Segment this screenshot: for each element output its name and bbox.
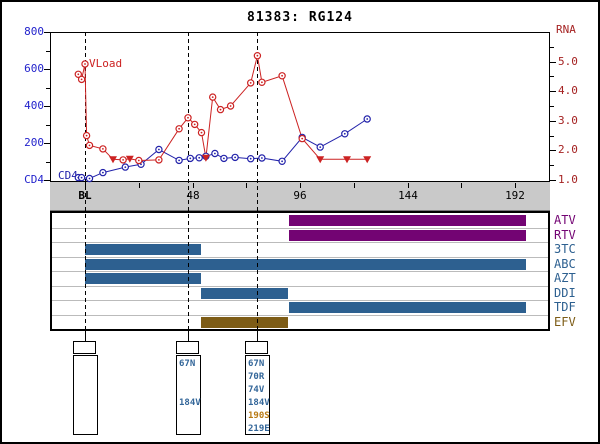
chart-title: 81383: RG124	[247, 10, 353, 25]
treatment-row-separator	[52, 300, 548, 301]
x-axis-minor-tick	[300, 183, 301, 188]
right-axis-minor-tick	[550, 47, 554, 48]
mutation-entry	[177, 384, 200, 397]
x-axis-minor-tick	[461, 183, 462, 188]
treatment-bar-ddi	[201, 288, 288, 299]
resistance-test-cap-2	[245, 341, 268, 354]
treatment-label-atv: ATV	[554, 213, 576, 227]
treatment-bar-atv	[289, 215, 526, 226]
resistance-test-box-0	[73, 355, 98, 435]
left-axis-minor-tick	[46, 162, 50, 163]
left-axis-major-tick	[44, 32, 50, 33]
right-axis-tick-label: 4.0	[558, 84, 578, 97]
treatment-label-ddi: DDI	[554, 286, 576, 300]
right-axis-minor-tick	[550, 165, 554, 166]
left-axis-tick-label: 800	[24, 25, 44, 38]
right-axis-tick-label: 2.0	[558, 143, 578, 156]
treatment-row-separator	[52, 257, 548, 258]
left-axis-major-tick	[44, 143, 50, 144]
mutation-entry: 70R	[248, 372, 265, 382]
mutation-entry	[177, 423, 200, 436]
treatment-bar-3tc	[85, 244, 201, 255]
treatment-label-efv: EFV	[554, 315, 576, 329]
right-axis-tick-label: 1.0	[558, 173, 578, 186]
left-axis-major-tick	[44, 180, 50, 181]
mutation-entry	[177, 371, 200, 384]
treatment-bar-rtv	[289, 230, 526, 241]
treatment-bar-efv	[201, 317, 288, 328]
mutation-entry: 219E	[248, 424, 270, 434]
mutation-entry	[74, 397, 97, 410]
left-axis-tick-label: CD4	[24, 173, 44, 186]
plot-area	[50, 32, 550, 182]
left-axis-tick-label: 600	[24, 62, 44, 75]
right-axis-major-tick	[550, 91, 556, 92]
left-axis-tick-label: 200	[24, 136, 44, 149]
treatment-bar-azt	[85, 273, 201, 284]
x-axis-minor-tick	[408, 183, 409, 188]
mutation-entry	[74, 410, 97, 423]
resistance-test-cap-0	[73, 341, 96, 354]
mutation-entry: 184V	[179, 398, 201, 408]
x-axis-minor-tick	[85, 183, 86, 188]
right-axis-tick-label: 3.0	[558, 114, 578, 127]
right-axis-minor-tick	[550, 106, 554, 107]
mutation-entry: 190S	[248, 411, 270, 421]
mutation-entry	[74, 423, 97, 436]
treatment-row-separator	[52, 242, 548, 243]
x-axis-minor-tick	[193, 183, 194, 188]
mutation-entry	[74, 371, 97, 384]
left-axis-minor-tick	[46, 125, 50, 126]
mutation-entry: 184V	[248, 398, 270, 408]
vload-series-label: VLoad	[89, 57, 123, 70]
treatment-row-separator	[52, 286, 548, 287]
x-axis-tick-label: 192	[505, 189, 525, 202]
mutation-entry: 74V	[248, 385, 265, 395]
right-axis-major-tick	[550, 180, 556, 181]
cd4-series-label: CD4	[58, 169, 78, 182]
x-axis-minor-tick	[246, 183, 247, 188]
x-axis-tick-label: 144	[398, 189, 418, 202]
mutation-entry	[74, 384, 97, 397]
x-axis-tick-label: BL	[78, 189, 92, 202]
treatment-row-separator	[52, 228, 548, 229]
left-axis-major-tick	[44, 106, 50, 107]
left-axis-major-tick	[44, 69, 50, 70]
x-axis-minor-tick	[515, 183, 516, 188]
mutation-entry: 67N	[179, 359, 196, 369]
treatment-bar-abc	[85, 259, 526, 270]
treatment-label-abc: ABC	[554, 257, 576, 271]
mutation-entry	[74, 358, 97, 371]
mutation-entry: 67N	[248, 359, 265, 369]
treatment-row-separator	[52, 271, 548, 272]
resistance-test-box-1: 67N 184V	[176, 355, 201, 435]
treatment-label-3tc: 3TC	[554, 242, 576, 256]
treatment-bar-tdf	[289, 302, 526, 313]
x-axis-tick-label: 96	[293, 189, 307, 202]
treatment-row-separator	[52, 315, 548, 316]
right-axis-major-tick	[550, 121, 556, 122]
left-axis-minor-tick	[46, 88, 50, 89]
right-axis-title: RNA	[556, 23, 576, 36]
mutation-entry	[177, 410, 200, 423]
x-axis-tick-label: 48	[186, 189, 200, 202]
right-axis-major-tick	[550, 62, 556, 63]
right-axis-minor-tick	[550, 76, 554, 77]
treatment-label-rtv: RTV	[554, 228, 576, 242]
x-axis-minor-tick	[354, 183, 355, 188]
right-axis-tick-label: 5.0	[558, 55, 578, 68]
resistance-test-cap-1	[176, 341, 199, 354]
treatment-label-tdf: TDF	[554, 300, 576, 314]
x-axis-minor-tick	[139, 183, 140, 188]
treatment-label-azt: AZT	[554, 271, 576, 285]
left-axis-minor-tick	[46, 51, 50, 52]
right-axis-minor-tick	[550, 136, 554, 137]
left-axis-tick-label: 400	[24, 99, 44, 112]
right-axis-major-tick	[550, 150, 556, 151]
resistance-test-box-2: 67N 70R 74V 184V 190S 219E	[245, 355, 270, 435]
